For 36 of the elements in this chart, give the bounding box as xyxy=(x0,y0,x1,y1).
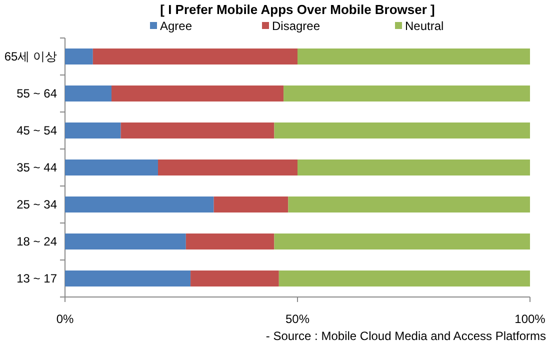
x-tick-label: 0% xyxy=(56,312,74,326)
bar xyxy=(190,270,279,286)
x-tick-label: 100% xyxy=(514,312,546,326)
bar xyxy=(65,160,158,176)
bar xyxy=(65,270,191,286)
bar xyxy=(158,160,298,176)
bar xyxy=(274,234,530,250)
legend-label: Disagree xyxy=(272,19,320,33)
bar xyxy=(288,196,530,212)
bar xyxy=(112,86,284,102)
bar xyxy=(120,122,274,138)
bar xyxy=(278,270,530,286)
y-tick-label: 65세 이상 xyxy=(4,50,57,64)
y-tick-label: 18 ~ 24 xyxy=(16,234,58,248)
bar xyxy=(298,48,530,64)
bar xyxy=(92,48,298,64)
y-tick-label: 35 ~ 44 xyxy=(16,160,58,174)
chart-title: [ I Prefer Mobile Apps Over Mobile Browser ] xyxy=(160,2,435,17)
bar xyxy=(65,234,186,250)
y-tick-label: 45 ~ 54 xyxy=(16,124,58,138)
legend-label: Agree xyxy=(160,19,192,33)
bar xyxy=(284,86,530,102)
text: - Source : Mobile Cloud Media and Access Platforms xyxy=(266,329,546,343)
bar xyxy=(298,160,530,176)
bar xyxy=(186,234,274,250)
bar xyxy=(65,48,93,64)
y-tick-label: 13 ~ 17 xyxy=(16,272,58,286)
bar xyxy=(65,122,121,138)
x-tick-label: 50% xyxy=(285,312,310,326)
bar xyxy=(214,196,288,212)
y-tick-label: 25 ~ 34 xyxy=(16,198,58,212)
bar xyxy=(65,86,112,102)
y-tick-label: 55 ~ 64 xyxy=(16,86,58,100)
bar xyxy=(65,196,214,212)
legend-label: Neutral xyxy=(405,19,444,33)
bar xyxy=(274,122,530,138)
